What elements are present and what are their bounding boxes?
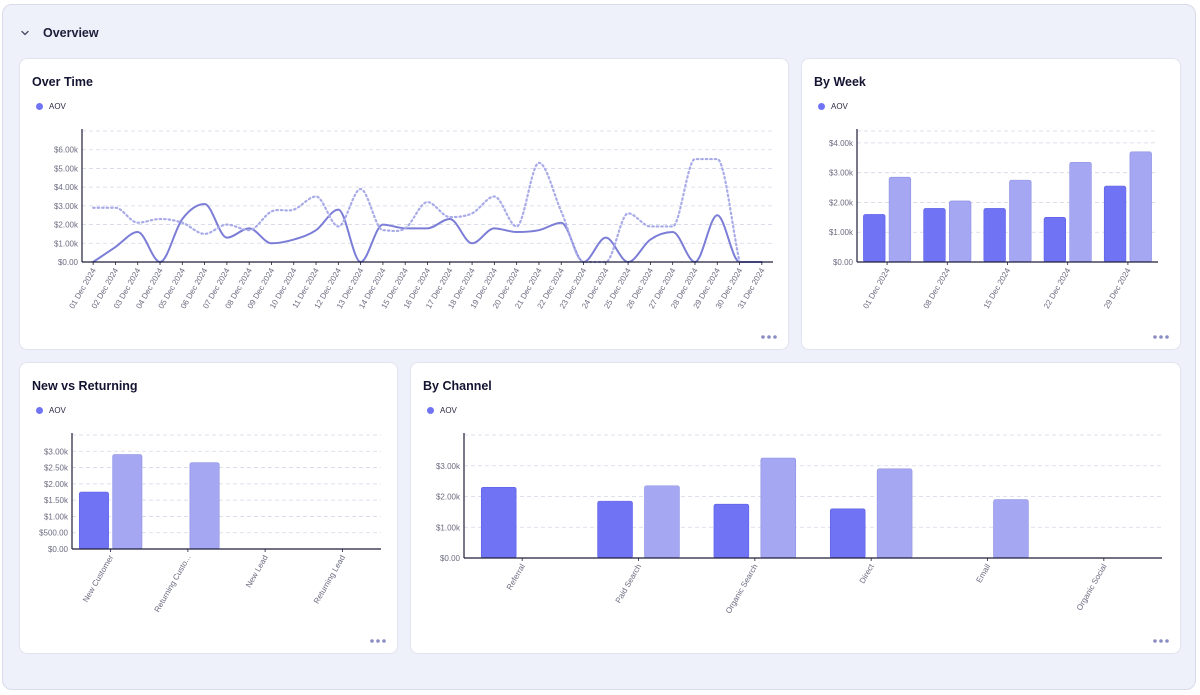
y-tick-label: $500.00 — [39, 529, 68, 538]
by-channel-card: By Channel AOV $0.00 $1.00k $2.00k $3.00k Re… — [410, 362, 1181, 654]
bar — [1009, 179, 1032, 263]
legend-label: AOV — [49, 406, 66, 415]
more-horizontal-icon[interactable] — [1152, 637, 1170, 645]
section-title: Overview — [43, 26, 99, 40]
x-tick-label: Paid Search — [614, 563, 644, 605]
bar — [1069, 161, 1092, 263]
card-title: New vs Returning — [32, 379, 138, 393]
y-tick-label: $0.00 — [48, 545, 69, 554]
x-tick-label: Organic Search — [724, 563, 760, 616]
more-horizontal-icon[interactable] — [760, 333, 778, 341]
bar — [1043, 217, 1067, 263]
bar — [876, 468, 913, 559]
y-tick-label: $2.00k — [44, 480, 69, 489]
x-tick-label: New Customer — [81, 553, 115, 604]
y-tick-label: $6.00k — [54, 146, 79, 155]
y-tick-label: $3.00k — [54, 202, 79, 211]
x-tick-label: Organic Social — [1075, 562, 1109, 612]
chevron-down-icon[interactable] — [19, 27, 31, 39]
overview-section-toggle[interactable]: Overview — [19, 21, 99, 45]
bar — [112, 454, 143, 550]
bar — [189, 462, 220, 550]
y-tick-label: $3.00k — [829, 169, 854, 178]
x-tick-label: 22 Dec 2024 — [1042, 266, 1073, 310]
card-title: Over Time — [32, 75, 93, 89]
y-tick-label: $1.50k — [44, 496, 69, 505]
y-tick-label: $2.00k — [54, 221, 79, 230]
y-tick-label: $0.00 — [833, 258, 854, 267]
over-time-card: Over Time AOV $0.00 $1.00k $2.00k $3.00k $4.… — [19, 58, 789, 350]
y-tick-label: $0.00 — [58, 258, 79, 267]
bar — [923, 208, 946, 263]
bar — [480, 486, 517, 559]
more-horizontal-icon[interactable] — [369, 637, 387, 645]
x-tick-label: Referral — [505, 562, 527, 591]
bar — [949, 200, 972, 263]
x-tick-label: Returning Lead — [312, 554, 347, 606]
bar — [713, 503, 750, 559]
y-tick-label: $1.00k — [54, 239, 79, 248]
y-tick-label: $5.00k — [54, 164, 79, 173]
y-tick-label: $3.00k — [436, 462, 461, 471]
y-tick-label: $0.00 — [440, 554, 461, 563]
card-title: By Week — [814, 75, 866, 89]
y-tick-label: $1.00k — [44, 512, 69, 521]
x-tick-label: 08 Dec 2024 — [922, 266, 953, 310]
by-channel-chart: $0.00 $1.00k $2.00k $3.00k Referral Paid Sear… — [436, 433, 1162, 616]
card-title: By Channel — [423, 379, 492, 393]
y-tick-label: $1.00k — [829, 228, 854, 237]
bar — [888, 176, 912, 263]
bar — [829, 508, 866, 559]
y-tick-label: $4.00k — [829, 139, 854, 148]
y-tick-label: $1.00k — [436, 523, 461, 532]
bar — [863, 214, 886, 263]
bar — [983, 208, 1006, 263]
bar — [760, 457, 797, 559]
legend-dot — [36, 407, 43, 414]
y-tick-label: $4.00k — [54, 183, 79, 192]
bar — [597, 500, 633, 559]
bar — [1129, 151, 1152, 263]
x-tick-label: Direct — [858, 562, 877, 585]
x-tick-label: 01 Dec 2024 — [861, 266, 892, 310]
new-vs-returning-chart: $0.00 $500.00 $1.00k $1.50k $2.00k $2.50k $3.0… — [39, 433, 381, 614]
legend-dot — [36, 103, 43, 110]
y-tick-label: $2.50k — [44, 464, 69, 473]
y-tick-label: $2.00k — [436, 493, 461, 502]
chart-legend[interactable]: AOV — [36, 406, 66, 415]
y-tick-label: $3.00k — [44, 447, 69, 456]
legend-label: AOV — [440, 406, 457, 415]
chart-legend[interactable]: AOV — [36, 102, 66, 111]
legend-label: AOV — [831, 102, 848, 111]
series-line-dotted — [92, 157, 741, 264]
bar — [1103, 185, 1127, 263]
by-week-chart: $0.00 $1.00k $2.00k $3.00k $4.00k 01 Dec 2024… — [829, 129, 1158, 310]
new-vs-returning-card: New vs Returning AOV $0.00 $500.00 $1.00k $… — [19, 362, 398, 654]
chart-legend[interactable]: AOV — [818, 102, 848, 111]
legend-dot — [427, 407, 434, 414]
x-tick-label: Returning Custo... — [153, 554, 193, 614]
bar — [993, 499, 1029, 559]
bar — [644, 485, 680, 559]
legend-label: AOV — [49, 102, 66, 111]
x-tick-label: New Lead — [244, 554, 270, 590]
series-line — [92, 202, 763, 264]
bar — [78, 491, 109, 550]
x-tick-label: 29 Dec 2024 — [1102, 266, 1133, 310]
more-horizontal-icon[interactable] — [1152, 333, 1170, 341]
chart-legend[interactable]: AOV — [427, 406, 457, 415]
x-tick-label: Email — [974, 562, 992, 584]
legend-dot — [818, 103, 825, 110]
by-week-card: By Week AOV $0.00 $1.00k $2.00k $3.00k $4.00… — [801, 58, 1181, 350]
y-tick-label: $2.00k — [829, 198, 854, 207]
over-time-chart: $0.00 $1.00k $2.00k $3.00k $4.00k $5.00k $6.00… — [54, 129, 773, 310]
x-tick-label: 15 Dec 2024 — [982, 266, 1013, 310]
